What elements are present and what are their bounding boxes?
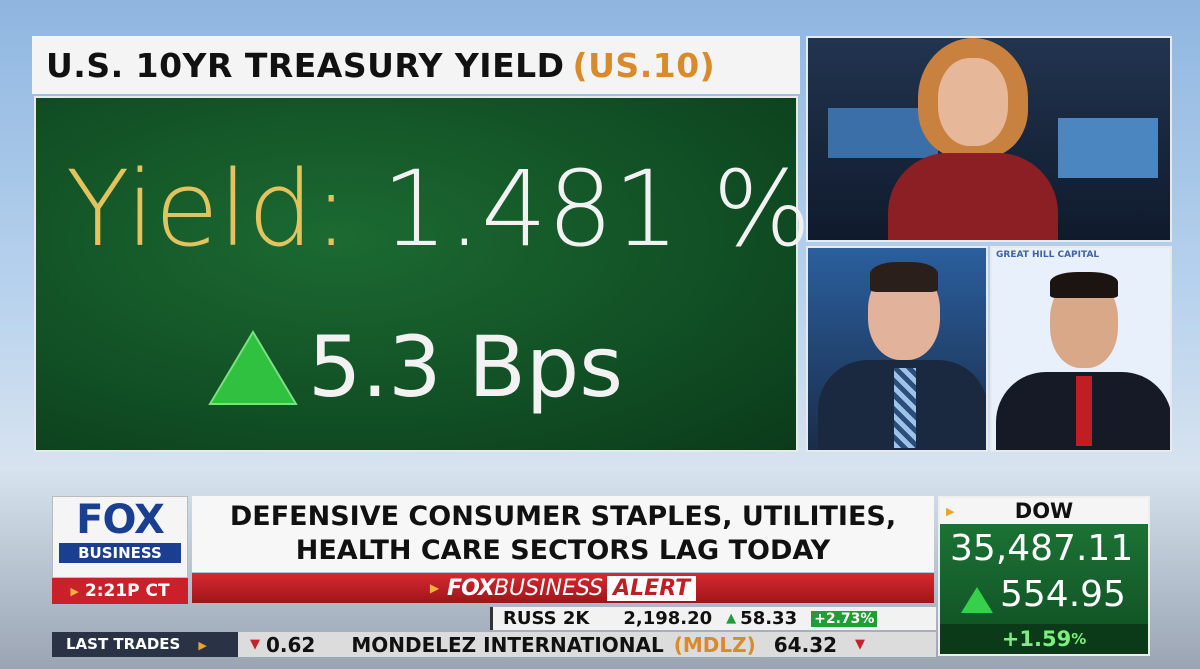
last-trades: LAST TRADES <box>66 635 181 653</box>
ticker-top: RUSS 2K 2,198.20 ▲ 58.33 +2.73% <box>490 607 936 630</box>
yield-panel: Yield: 1.481 % 5.3 Bps <box>34 96 811 452</box>
dow-percent: +1.59 <box>1001 627 1072 651</box>
alert-sub: BUSINESS <box>493 575 604 601</box>
company-symbol: (MDLZ) <box>673 632 756 657</box>
headline: DEFENSIVE CONSUMER STAPLES, UTILITIES, H… <box>192 496 934 572</box>
title-bar: U.S. 10YR TREASURY YIELD (US.10) <box>32 36 800 94</box>
dow-label: DOW <box>1014 499 1074 523</box>
guest-hair <box>1050 272 1118 298</box>
change-value: 5.3 <box>308 318 442 416</box>
dow-header: ▶ DOW <box>940 498 1148 524</box>
alert-brand: FOX <box>447 575 495 601</box>
alert-bar: ▶ FOX BUSINESS ALERT <box>192 573 934 603</box>
logo-sub: BUSINESS <box>59 543 181 563</box>
company-price: 64.32 <box>773 632 838 657</box>
studio-screen <box>1058 118 1158 178</box>
ticker-percent: +2.73% <box>811 610 878 627</box>
dow-change: 554.95 <box>1000 574 1126 615</box>
up-triangle <box>208 330 298 405</box>
host-face <box>938 58 1008 146</box>
change-line: 5.3 Bps <box>308 318 623 416</box>
clock: ▶ 2:21P CT <box>52 578 188 604</box>
yield-line: Yield: 1.481 % <box>66 148 811 270</box>
video-host <box>806 36 1172 242</box>
alert-tag: ALERT <box>607 575 697 601</box>
yield-label: Yield: <box>66 148 349 270</box>
guest-tie <box>894 368 916 448</box>
ticker-price: 2,198.20 <box>623 608 713 629</box>
dow-value: 35,487.11 <box>950 528 1134 569</box>
dow-percent-row: +1.59% <box>940 624 1148 654</box>
ticker-label: LAST TRADES ▶ <box>52 632 238 657</box>
change-unit: Bps <box>468 318 624 416</box>
company-name: MONDELEZ INTERNATIONAL <box>351 632 664 657</box>
video-guest-1 <box>806 246 988 452</box>
headline-line: DEFENSIVE CONSUMER STAPLES, UTILITIES, <box>229 501 897 532</box>
logo-brand: FOX <box>76 497 165 543</box>
clock-time: 2:21P CT <box>84 581 170 601</box>
ticker-bottom: LAST TRADES ▶ ▼ 0.62 MONDELEZ INTERNATIONA… <box>52 632 936 657</box>
host-body <box>888 153 1058 240</box>
video-guest-2: GREAT HILL CAPITAL <box>990 246 1172 452</box>
logo: FOX BUSINESS <box>52 496 188 578</box>
prev-change: 0.62 <box>266 632 316 657</box>
symbol: (US.10) <box>572 45 716 85</box>
guest-hair <box>870 262 938 292</box>
ticker-change: 58.33 <box>740 608 798 629</box>
dow-up <box>961 587 993 613</box>
dow-arrow <box>961 587 993 613</box>
backdrop-text: GREAT HILL CAPITAL <box>996 250 1100 260</box>
yield-value: 1.481 <box>381 148 680 270</box>
ticker-symbol: RUSS 2K <box>503 608 590 629</box>
up-arrow <box>208 330 298 405</box>
title: U.S. 10YR TREASURY YIELD <box>46 45 565 85</box>
guest-tie <box>1076 376 1092 446</box>
dow-percent-unit: % <box>1071 630 1087 648</box>
yield-unit: % <box>712 148 812 270</box>
headline-line: HEALTH CARE SECTORS LAG TODAY <box>295 535 831 566</box>
dow-box: ▶ DOW 35,487.11 554.95 +1.59% <box>938 496 1150 656</box>
